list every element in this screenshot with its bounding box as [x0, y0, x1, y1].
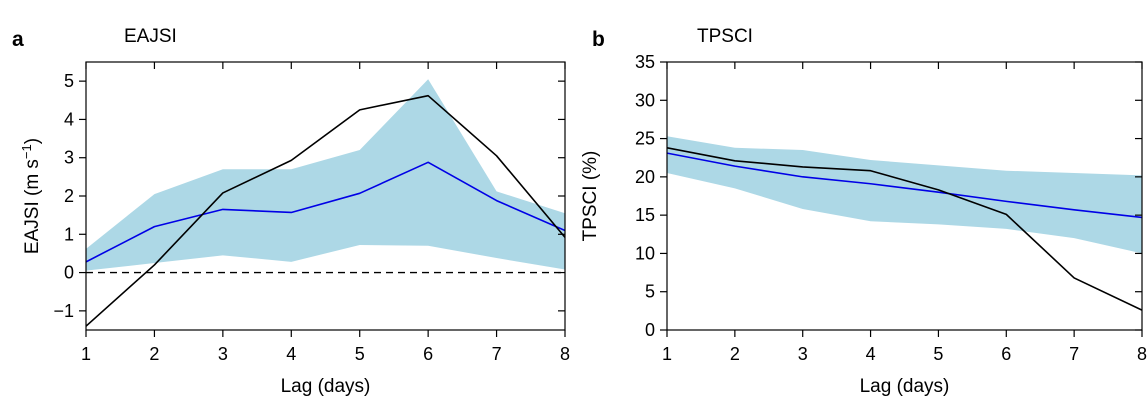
x-tick-label: 1 [662, 344, 672, 364]
y-tick-label: 1 [64, 224, 74, 244]
x-tick-label: 4 [866, 344, 876, 364]
series-line-1 [667, 152, 1142, 219]
chart-title: EAJSI [124, 26, 177, 47]
x-tick-label: 5 [933, 344, 943, 364]
panel-a: 1 2 3 4 5 6 7 8 −1 0 1 2 3 4 5 a EAJSI Lag (days) EAJSI (m… [12, 26, 570, 397]
series-line-1 [86, 161, 565, 263]
x-tick-label: 2 [149, 344, 159, 364]
chart-title: TPSCI [697, 26, 753, 47]
y-tick-label: 15 [635, 205, 655, 225]
series-line-2 [86, 94, 565, 327]
x-tick-label: 7 [1069, 344, 1079, 364]
x-tick-label: 3 [798, 344, 808, 364]
y-tick-label: 20 [635, 167, 655, 187]
x-tick-label: 8 [1137, 344, 1147, 364]
y-axis-label-exponent: −1 [19, 144, 34, 159]
x-tick-label: 6 [1001, 344, 1011, 364]
y-axis-label-close: ) [22, 138, 43, 144]
y-tick-label: 5 [64, 71, 74, 91]
y-tick-label: 4 [64, 109, 74, 129]
plot-frame [666, 61, 1143, 331]
y-tick-label: 25 [635, 129, 655, 149]
y-axis-label-main: TPSCI (%) [580, 151, 601, 242]
x-axis-label: Lag (days) [281, 376, 371, 397]
x-tick-label: 7 [492, 344, 502, 364]
plot-area [667, 136, 1142, 311]
confidence-band [667, 136, 1142, 254]
y-tick-label: 5 [645, 282, 655, 302]
x-tick-label: 5 [355, 344, 365, 364]
y-tick-label: 3 [64, 148, 74, 168]
x-tick-label: 8 [560, 344, 570, 364]
x-axis-label: Lag (days) [860, 376, 950, 397]
panel-b: 1 2 3 4 5 6 7 8 0 5 10 15 20 25 30 35 b TPSCI Lag (days) TP… [580, 26, 1147, 397]
y-axis-label: TPSCI (%) [580, 151, 601, 242]
x-tick-label: 2 [730, 344, 740, 364]
x-tick-label: 3 [218, 344, 228, 364]
y-axis-label-main: EAJSI (m s [22, 159, 43, 254]
y-tick-label: 0 [645, 320, 655, 340]
plot-area [86, 79, 565, 327]
y-tick-label: 0 [64, 263, 74, 283]
y-tick-label: 2 [64, 186, 74, 206]
y-tick-label: 30 [635, 90, 655, 110]
y-tick-label: 10 [635, 243, 655, 263]
y-tick-label: −1 [53, 301, 74, 321]
y-tick-label: 35 [635, 52, 655, 72]
series-line-2 [667, 146, 1142, 311]
x-tick-label: 4 [286, 344, 296, 364]
x-tick-label: 1 [81, 344, 91, 364]
panel-label: b [592, 28, 605, 51]
x-tick-label: 6 [423, 344, 433, 364]
y-axis-label: EAJSI (m s−1) [19, 138, 44, 254]
panel-label: a [12, 28, 24, 51]
confidence-band [86, 79, 565, 271]
